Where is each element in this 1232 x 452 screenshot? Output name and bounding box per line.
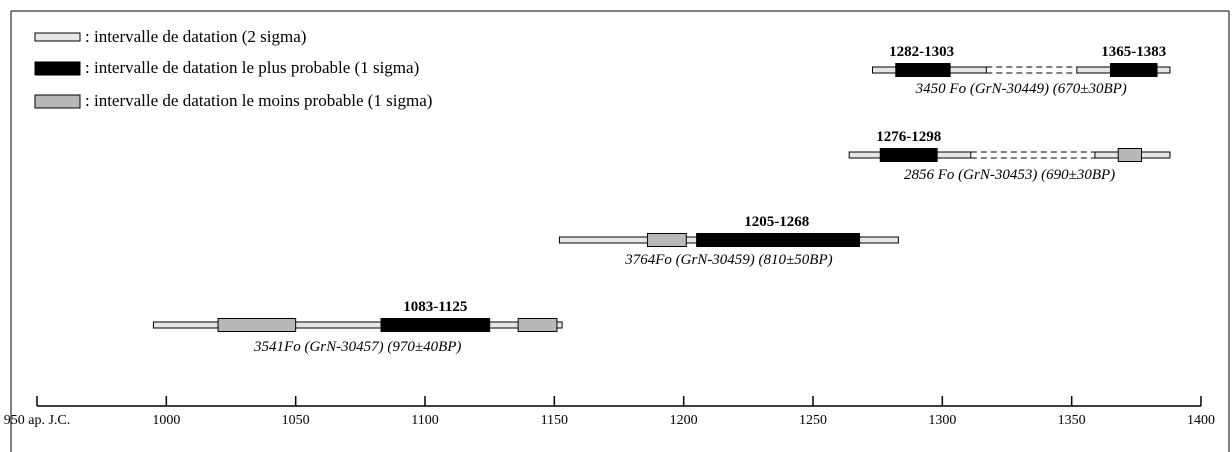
tick-label: 1050 <box>282 413 310 428</box>
tick-label: 1350 <box>1058 413 1086 428</box>
legend-swatch-less-probable <box>34 94 81 109</box>
most-probable-bar <box>380 318 491 332</box>
most-probable-bar <box>1109 63 1158 77</box>
range-label: 1365-1383 <box>1101 44 1166 60</box>
less-probable-bar <box>1117 148 1143 162</box>
tick-label: 1000 <box>152 413 180 428</box>
tick-label: 1200 <box>670 413 698 428</box>
tick-label: 1300 <box>928 413 956 428</box>
range-label: 1205-1268 <box>744 214 809 230</box>
sample-1: 1282-1303 1365-1383 3450 Fo (GrN-30449) (6… <box>871 44 1171 97</box>
legend-swatch-most-probable <box>34 61 81 76</box>
range-label: 1083-1125 <box>403 299 467 315</box>
legend-label-two-sigma: : intervalle de datation (2 sigma) <box>85 27 306 46</box>
tick-label: 1150 <box>541 413 568 428</box>
range-label: 1276-1298 <box>876 129 941 145</box>
sample-2: 1276-1298 2856 Fo (GrN-30453) (690±30BP) <box>848 129 1171 183</box>
two-sigma-bar <box>152 321 563 329</box>
tick-label: 1100 <box>411 413 438 428</box>
legend-swatch-two-sigma <box>34 32 81 42</box>
samples-layer: 1282-1303 1365-1383 3450 Fo (GrN-30449) (6… <box>152 44 1171 355</box>
less-probable-bar <box>217 318 297 332</box>
sample-label: 3541Fo (GrN-30457) (970±40BP) <box>253 339 461 355</box>
less-probable-bar <box>517 318 558 332</box>
less-probable-bar <box>646 233 687 247</box>
sample-4: 1083-1125 3541Fo (GrN-30457) (970±40BP) <box>152 299 563 355</box>
sample-label: 3450 Fo (GrN-30449) (670±30BP) <box>915 81 1127 97</box>
sample-3: 1205-1268 3764Fo (GrN-30459) (810±50BP) <box>559 214 899 268</box>
legend-label-most-probable: : intervalle de datation le plus probabl… <box>85 58 419 77</box>
sample-label: 3764Fo (GrN-30459) (810±50BP) <box>624 252 832 268</box>
most-probable-bar <box>879 148 938 162</box>
time-axis: 950 ap. J.C. 1000 1050 1100 1150 1200 1250 1300… <box>4 396 1215 428</box>
most-probable-bar <box>696 233 861 247</box>
tick-label: 1400 <box>1187 413 1215 428</box>
sample-label: 2856 Fo (GrN-30453) (690±30BP) <box>904 167 1115 183</box>
legend-label-less-probable: : intervalle de datation le moins probab… <box>85 91 432 110</box>
tick-label: 1250 <box>799 413 827 428</box>
most-probable-bar <box>895 63 951 77</box>
legend: : intervalle de datation (2 sigma) : int… <box>34 27 432 110</box>
tick-label: 950 ap. J.C. <box>4 413 71 428</box>
range-label: 1282-1303 <box>889 44 954 60</box>
